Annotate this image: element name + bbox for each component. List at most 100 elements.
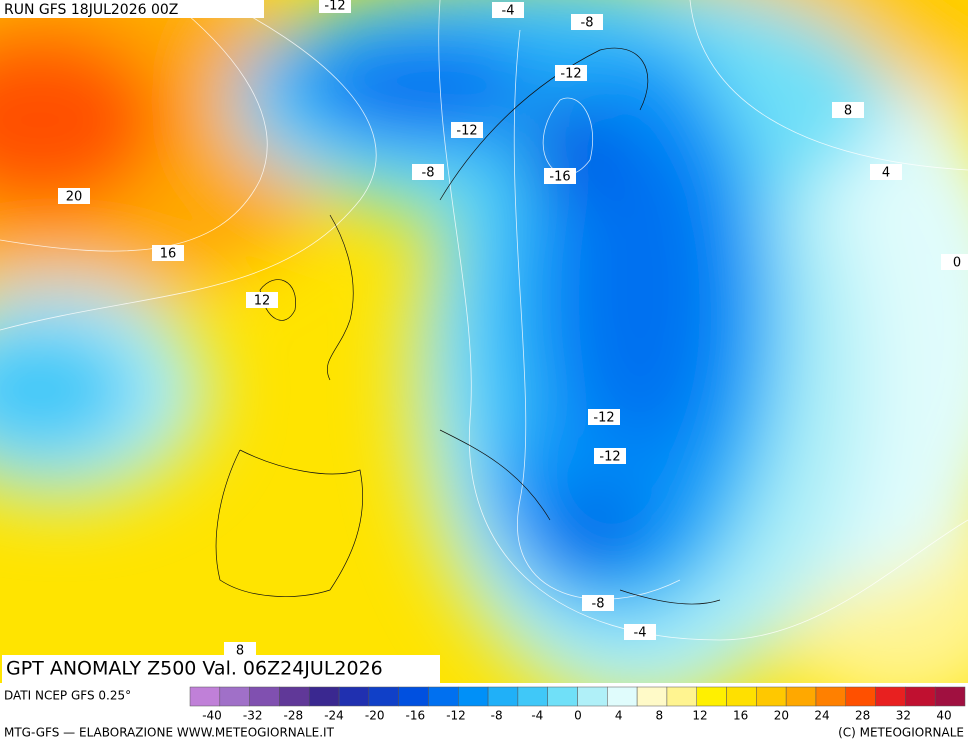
contour-label-text: -4 [634, 626, 647, 641]
contour-label-box [941, 254, 968, 270]
contour-label: -8 [571, 14, 603, 31]
contour-label-box [594, 448, 626, 464]
contour-label: 20 [58, 188, 90, 205]
colorbar-swatch [219, 686, 250, 707]
colorbar-swatch [547, 686, 578, 707]
colorbar-label: -32 [243, 709, 263, 723]
contour-label: 4 [870, 164, 902, 181]
colorbar-swatch [398, 686, 429, 707]
contour-label-box [319, 0, 351, 13]
contour-label-box [544, 168, 576, 184]
contour-label: -12 [555, 65, 587, 82]
colorbar-swatch [934, 686, 966, 707]
contour-label: -12 [451, 122, 483, 139]
colorbar-swatch [785, 686, 817, 707]
contour-label-text: 20 [66, 190, 83, 205]
colorbar-swatch [279, 686, 310, 707]
contour-label-text: 0 [953, 256, 961, 271]
run-box [0, 0, 264, 18]
contour-label-box [582, 595, 614, 611]
colorbar-swatch [607, 686, 638, 707]
map-title: GPT ANOMALY Z500 Val. 06Z24JUL2026 [6, 658, 383, 680]
colorbar-label: -28 [284, 709, 304, 723]
contour-label-text: -4 [502, 4, 515, 19]
contour-label-box [451, 122, 483, 138]
colorbar-label: -12 [446, 709, 466, 723]
contour-label-box [246, 292, 278, 308]
contour-label-text: -8 [581, 16, 594, 31]
colorbar-swatch [726, 686, 757, 707]
colorbar-label: 28 [855, 709, 870, 723]
colorbar-swatch [756, 686, 787, 707]
contour-label: -12 [588, 409, 620, 426]
contour-label-box [624, 624, 656, 640]
colorbar-swatch [189, 686, 221, 707]
contour-label-box [571, 14, 603, 30]
contour-label-box [58, 188, 90, 204]
colorbar-label: -8 [491, 709, 503, 723]
contour-label: -16 [544, 168, 576, 185]
contour-label-text: -12 [599, 450, 620, 465]
colorbar-label: -40 [202, 709, 222, 723]
colorbar-label: 8 [656, 709, 664, 723]
colorbar-label: 12 [692, 709, 707, 723]
contour-label: -4 [492, 2, 524, 19]
colorbar-label: -20 [365, 709, 385, 723]
colorbar-swatch [696, 686, 727, 707]
contour-label: -12 [594, 448, 626, 465]
footer-left: MTG-GFS — ELABORAZIONE WWW.METEOGIORNALE… [4, 726, 335, 740]
contour-label: 12 [246, 292, 278, 309]
colorbar-swatch [517, 686, 548, 707]
contour-label-box [588, 409, 620, 425]
colorbar-label: 32 [896, 709, 911, 723]
colorbar-label: 24 [814, 709, 829, 723]
colorbar-swatch [368, 686, 399, 707]
colorbar-label: 20 [774, 709, 789, 723]
contour-label-text: -12 [593, 411, 614, 426]
contour-label-box [492, 2, 524, 18]
colorbar-label: 4 [615, 709, 623, 723]
colorbar-swatch [636, 686, 668, 707]
contour-label-text: -12 [560, 67, 581, 82]
colorbar-swatch [875, 686, 906, 707]
contour-label-text: 12 [254, 294, 271, 309]
colorbar-swatch [845, 686, 876, 707]
contour-label-text: 16 [160, 247, 177, 262]
colorbar-swatch [249, 686, 280, 707]
contour-label: 8 [832, 102, 864, 119]
colorbar-label: -4 [531, 709, 543, 723]
colorbar-swatch [308, 686, 340, 707]
colorbar-swatch [666, 686, 697, 707]
contour-label-text: 8 [844, 104, 852, 119]
footer-right: (C) METEOGIORNALE [838, 726, 964, 740]
contour-label: 0 [941, 254, 968, 271]
colorbar-swatch [458, 686, 489, 707]
colorbar-swatch [487, 686, 519, 707]
contour-label-box [555, 65, 587, 81]
map: -12 -4 -8 -12 -12 -8 -16 8 4 0 20 16 12 -12 -12 -8 -4 8 [0, 0, 968, 683]
contour-label-box [152, 245, 184, 261]
colorbar-swatch [905, 686, 936, 707]
contour-label-box [412, 164, 444, 180]
title-box [2, 655, 440, 683]
contour-label: -8 [582, 595, 614, 612]
contour-label: 8 [224, 642, 256, 659]
contour-label: -8 [412, 164, 444, 181]
contour-label-text: -16 [549, 170, 570, 185]
contour-label: 16 [152, 245, 184, 262]
colorbar-swatch [577, 686, 608, 707]
contour-label-text: 8 [236, 644, 244, 659]
contour-label-text: -12 [456, 124, 477, 139]
colorbar-label: -16 [406, 709, 426, 723]
colorbar-source: DATI NCEP GFS 0.25° [4, 689, 131, 703]
colorbar-label: 16 [733, 709, 748, 723]
contour-label-text: -8 [422, 166, 435, 181]
colorbar-swatch [338, 686, 370, 707]
contour-label-box [832, 102, 864, 118]
contour-label-box [870, 164, 902, 180]
colorbar-label: -24 [324, 709, 344, 723]
colorbar-label: 40 [936, 709, 951, 723]
run-label: RUN GFS 18JUL2026 00Z [4, 2, 178, 18]
colorbar-swatch [428, 686, 459, 707]
